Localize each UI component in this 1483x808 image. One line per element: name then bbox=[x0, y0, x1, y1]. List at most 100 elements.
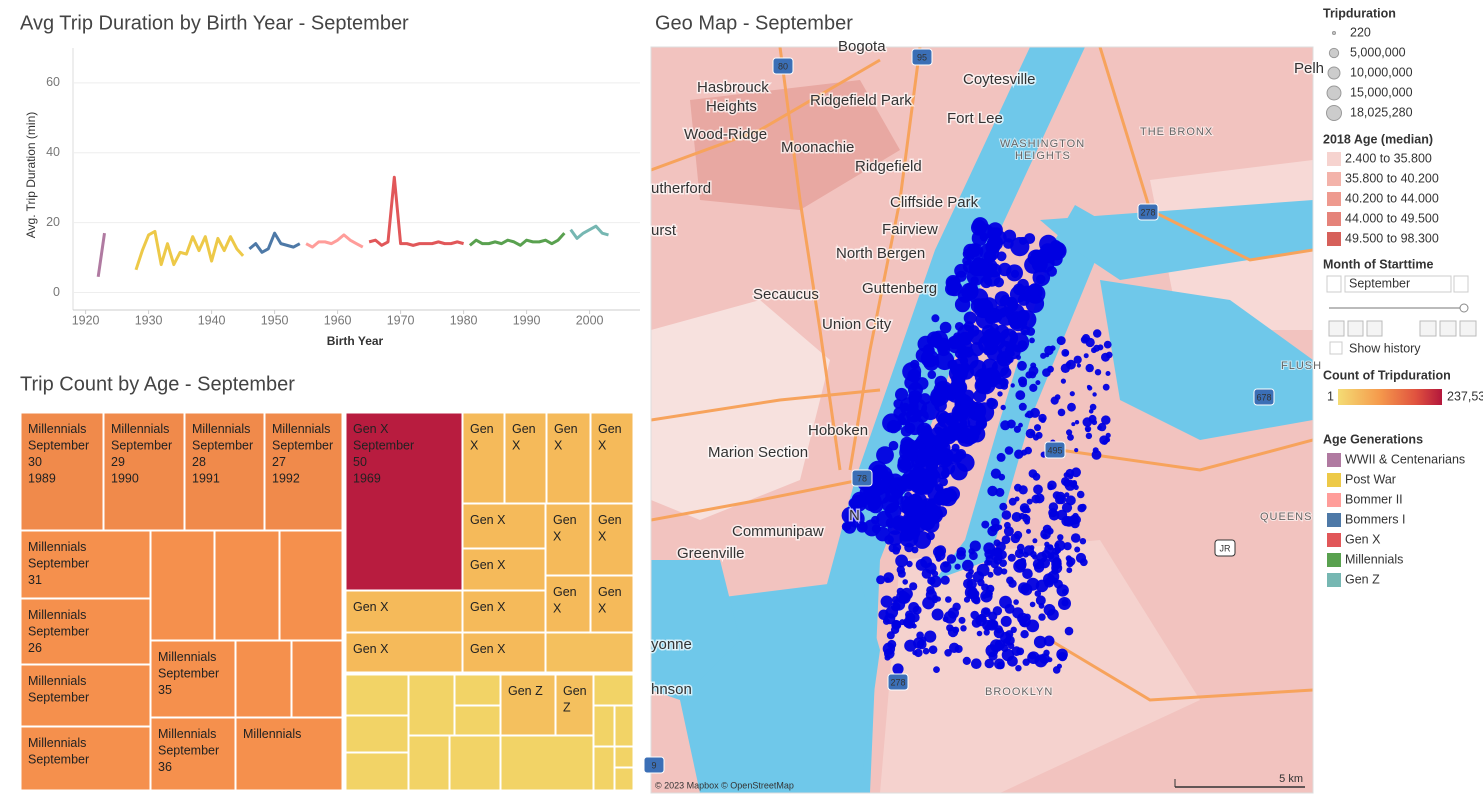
station-dot bbox=[954, 322, 964, 331]
station-dot bbox=[1047, 241, 1067, 261]
treemap-label: Gen X bbox=[353, 600, 389, 614]
station-dot bbox=[918, 513, 936, 531]
water bbox=[651, 560, 740, 700]
treemap-cell bbox=[546, 412, 591, 504]
treemap-label: Gen X bbox=[353, 642, 389, 656]
station-dot bbox=[888, 543, 897, 553]
treemap-label: X bbox=[470, 438, 479, 452]
age-swatch bbox=[1327, 232, 1341, 246]
station-dot bbox=[1029, 383, 1038, 392]
station-dot bbox=[934, 483, 944, 492]
station-dot bbox=[1066, 567, 1073, 574]
x-tick-label: 1950 bbox=[261, 313, 289, 327]
shield-label: 495 bbox=[1047, 445, 1062, 455]
playback-button[interactable] bbox=[1347, 320, 1364, 337]
age-label: 40.200 to 44.000 bbox=[1345, 191, 1439, 205]
station-dot bbox=[996, 661, 1005, 670]
road-shield bbox=[772, 57, 794, 75]
playback-button[interactable] bbox=[1366, 320, 1383, 337]
station-dot bbox=[1042, 524, 1052, 534]
place-label: Bogota bbox=[838, 38, 886, 55]
speed-button[interactable] bbox=[1459, 320, 1477, 337]
station-dot bbox=[927, 576, 936, 585]
month-dropdown[interactable] bbox=[1344, 275, 1452, 293]
station-dot bbox=[948, 363, 968, 383]
station-dot bbox=[911, 623, 917, 629]
size-swatch bbox=[1328, 47, 1340, 59]
station-dot bbox=[1047, 657, 1053, 663]
station-dot bbox=[1018, 379, 1027, 388]
station-dot bbox=[907, 450, 918, 461]
station-dot bbox=[998, 473, 1006, 481]
treemap-label: 29 bbox=[111, 455, 125, 469]
arrow-button[interactable] bbox=[1453, 275, 1469, 293]
station-dot bbox=[914, 449, 931, 465]
speed-button[interactable] bbox=[1439, 320, 1457, 337]
road bbox=[1049, 638, 1313, 702]
station-dot bbox=[935, 337, 951, 353]
x-tick-label: 2000 bbox=[576, 313, 604, 327]
size-swatch bbox=[1327, 66, 1341, 80]
playback-button[interactable] bbox=[1328, 320, 1345, 337]
map[interactable]: Hasbrouck Heights Ridgefield Park Fort Lee C… bbox=[643, 36, 1326, 794]
station-dot bbox=[912, 650, 918, 656]
treemap-cell bbox=[614, 767, 634, 791]
treemap-label: September bbox=[158, 666, 219, 680]
station-dot bbox=[999, 296, 1009, 306]
size-label: 5,000,000 bbox=[1350, 45, 1406, 59]
treemap-label: Gen X bbox=[353, 422, 389, 436]
station-dot bbox=[960, 625, 967, 632]
station-dot bbox=[902, 579, 908, 585]
history-checkbox[interactable] bbox=[1329, 341, 1343, 355]
generation-swatch bbox=[1327, 533, 1341, 547]
shield-label: 80 bbox=[778, 61, 788, 71]
station-dot bbox=[997, 391, 1003, 397]
generation-label: Millennials bbox=[1345, 552, 1403, 566]
area-label: WASHINGTON bbox=[1000, 138, 1085, 150]
road bbox=[1059, 438, 1313, 472]
station-dot bbox=[873, 465, 893, 485]
size-swatch bbox=[1326, 85, 1342, 101]
station-dot bbox=[940, 469, 950, 479]
slider-handle[interactable] bbox=[1459, 303, 1469, 313]
station-dot bbox=[904, 639, 917, 652]
station-dot bbox=[887, 639, 897, 649]
treemap-cell bbox=[462, 412, 505, 504]
station-dot bbox=[891, 619, 902, 630]
generation-label: Bommers I bbox=[1345, 512, 1405, 526]
station-dot bbox=[1106, 351, 1113, 359]
station-dot bbox=[1085, 432, 1093, 440]
arrow-button[interactable] bbox=[1326, 275, 1342, 293]
station-dot bbox=[868, 498, 884, 514]
treemap-cell bbox=[408, 674, 455, 736]
station-dot bbox=[1072, 512, 1079, 520]
station-dot bbox=[1040, 352, 1047, 359]
station-dot bbox=[987, 398, 999, 410]
station-dot bbox=[1011, 646, 1022, 657]
age-label: 49.500 to 98.300 bbox=[1345, 231, 1439, 245]
treemap-cell bbox=[590, 575, 634, 633]
station-dot bbox=[1038, 613, 1046, 621]
station-dot bbox=[965, 571, 973, 580]
treemap-label: September bbox=[111, 438, 172, 452]
treemap-cell bbox=[545, 575, 591, 633]
treemap-label: Gen X bbox=[470, 600, 506, 614]
station-dot bbox=[976, 630, 983, 637]
station-dot bbox=[896, 590, 910, 604]
station-dot bbox=[1001, 510, 1012, 520]
count-min: 1 bbox=[1327, 389, 1334, 403]
station-dot bbox=[962, 248, 973, 259]
legend-title: Tripduration bbox=[1323, 6, 1396, 20]
station-dot bbox=[945, 596, 952, 603]
speed-button[interactable] bbox=[1419, 320, 1437, 337]
treemap-label: September bbox=[28, 752, 89, 766]
station-dot bbox=[1000, 357, 1006, 364]
place-label: Greenville bbox=[677, 545, 745, 562]
station-dot bbox=[1005, 355, 1014, 364]
area-label: QUEENS bbox=[1260, 511, 1312, 523]
station-dot bbox=[975, 614, 987, 627]
station-dot bbox=[920, 401, 940, 421]
treemap-label: 50 bbox=[353, 455, 367, 469]
generation-swatch bbox=[1327, 513, 1341, 527]
station-dot bbox=[1035, 380, 1041, 386]
